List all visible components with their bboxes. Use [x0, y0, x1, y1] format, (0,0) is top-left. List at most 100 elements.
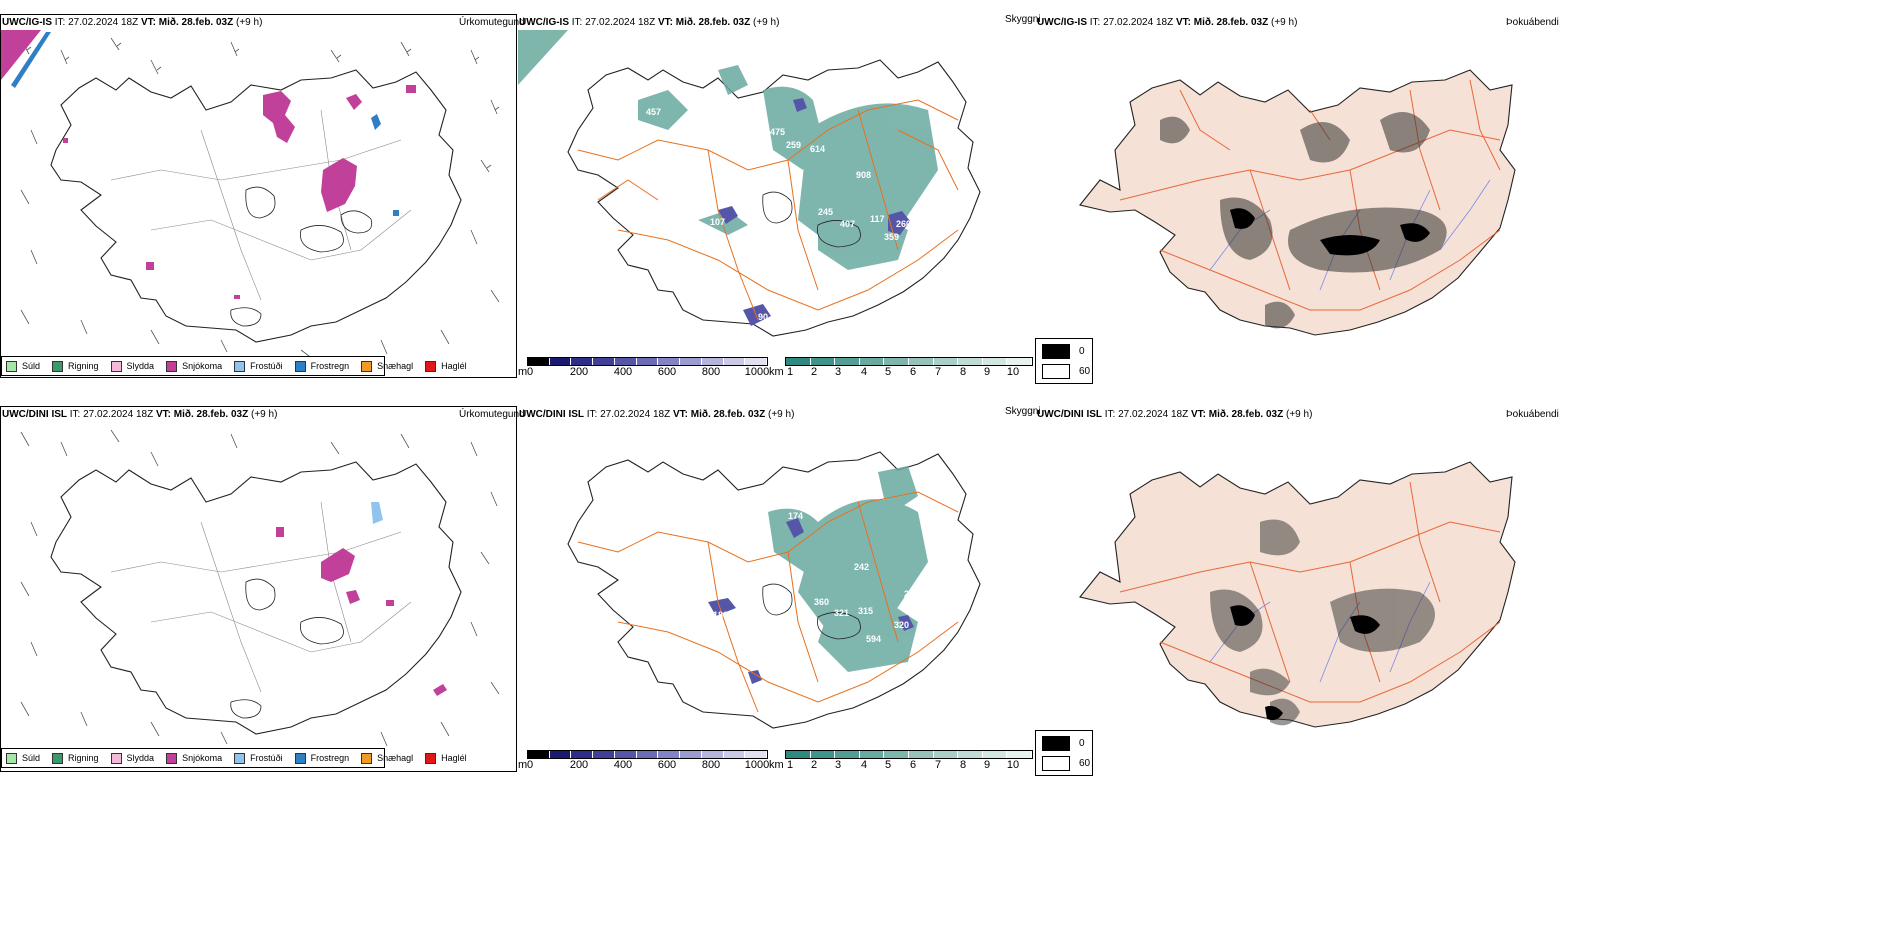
- panel-title-fog-2: Þokuábendi: [1506, 409, 1559, 420]
- svg-text:180: 180: [713, 610, 728, 620]
- legend-item: Slydda: [110, 360, 154, 372]
- snow-edge: [1, 30, 41, 80]
- svg-text:908: 908: [856, 170, 871, 180]
- panel-title-precip-type: Úrkomutegund: [459, 17, 525, 28]
- precip-type-panel-2: [0, 406, 517, 772]
- low-ceiling-areas: [718, 98, 910, 326]
- glaciers: [230, 186, 373, 327]
- legend-item: Snæhagl: [361, 752, 413, 764]
- low-ceiling-areas: [708, 518, 914, 684]
- legend-item: Rigning: [52, 752, 99, 764]
- legend-item: Frostúði: [234, 360, 283, 372]
- model-label: UWC/IG-IS: [2, 17, 52, 28]
- precip-type-map-1: [1, 30, 500, 357]
- fog-map-2: [1079, 461, 1516, 728]
- svg-text:260: 260: [896, 219, 911, 229]
- panel-header-1c: UWC/IG-IS IT: 27.02.2024 18Z VT: Mið. 28…: [1037, 17, 1298, 28]
- panel-header-1a: UWC/IG-IS IT: 27.02.2024 18Z VT: Mið. 28…: [2, 17, 262, 29]
- fog-legend-low: 60: [1042, 364, 1090, 379]
- legend-item: Haglél: [425, 360, 467, 372]
- legend-item: Snjókoma: [166, 752, 222, 764]
- precip-type-map-2: [20, 429, 500, 747]
- wind-barbs: [20, 429, 500, 747]
- panel-header-2b: UWC/DINI ISL IT: 27.02.2024 18Z VT: Mið.…: [519, 409, 795, 420]
- svg-text:107: 107: [710, 217, 725, 227]
- visibility-cells: [785, 357, 1033, 366]
- fog-map-1: [1079, 69, 1516, 336]
- ceiling-colorbar-2: 0 200 400 600 800 1000: [527, 750, 769, 771]
- lead-time: (+9 h): [236, 17, 263, 28]
- legend-item: Súld: [6, 752, 40, 764]
- svg-text:594: 594: [866, 634, 881, 644]
- svg-text:457: 457: [646, 107, 661, 117]
- ceiling-unit: m: [518, 366, 528, 378]
- svg-text:320: 320: [894, 620, 909, 630]
- iceland-outline: [567, 451, 981, 729]
- ceiling-cells: [527, 357, 768, 366]
- legend-item: Frostúði: [234, 752, 283, 764]
- panel-header-2c: UWC/DINI ISL IT: 27.02.2024 18Z VT: Mið.…: [1037, 409, 1313, 420]
- precip-legend-2: Súld Rigning Slydda Snjókoma Frostúði Fr…: [1, 748, 467, 768]
- visibility-map-2: 174 242 360 321 315 594 320 180 24 27: [567, 451, 981, 729]
- low-visibility-areas: [638, 65, 938, 270]
- legend-item: Haglél: [425, 752, 467, 764]
- svg-text:24: 24: [904, 589, 914, 599]
- svg-text:359: 359: [884, 232, 899, 242]
- panel-header-1b: UWC/IG-IS IT: 27.02.2024 18Z VT: Mið. 28…: [519, 17, 780, 28]
- legend-item: Snæhagl: [361, 360, 413, 372]
- fog-legend-1: 0 60: [1035, 338, 1093, 384]
- precip-type-panel-1: [0, 14, 517, 378]
- low-visibility-areas: [768, 466, 928, 672]
- svg-text:315: 315: [858, 606, 873, 616]
- ceiling-labels: 457 475 259 614 908 107 245 407 117 260 …: [646, 107, 925, 322]
- legend-item: Snjókoma: [166, 360, 222, 372]
- fog-legend-2: 0 60: [1035, 730, 1093, 776]
- iceland-outline: [50, 69, 462, 343]
- svg-text:174: 174: [788, 511, 803, 521]
- iceland-outline: [50, 461, 462, 735]
- svg-text:242: 242: [854, 562, 869, 572]
- dense-fog-areas: [1230, 208, 1430, 256]
- panel-title-visibility: Skyggni: [1005, 14, 1041, 25]
- svg-text:27: 27: [911, 607, 921, 617]
- visibility-ticks: 1 2 3 4 5 6 7 8 9 10: [786, 366, 1020, 378]
- legend-item: Slydda: [110, 752, 154, 764]
- svg-text:321: 321: [834, 608, 849, 618]
- svg-text:90: 90: [758, 312, 768, 322]
- legend-item: Súld: [6, 360, 40, 372]
- panel-header-2a: UWC/DINI ISL IT: 27.02.2024 18Z VT: Mið.…: [2, 409, 278, 420]
- svg-text:475: 475: [770, 127, 785, 137]
- svg-text:245: 245: [818, 207, 833, 217]
- svg-text:208: 208: [910, 215, 925, 225]
- ceiling-labels: 174 242 360 321 315 594 320 180 24 27: [713, 511, 921, 644]
- freezing-drizzle-patches: [371, 502, 383, 524]
- snow-patches: [63, 85, 416, 299]
- ceiling-ticks: 0 200 400 600 800 1000: [526, 366, 770, 378]
- ceiling-colorbar-1: 0 200 400 600 800 1000: [526, 357, 770, 378]
- vt-label: VT:: [140, 17, 156, 28]
- iceland-outline: [1079, 461, 1516, 728]
- ceiling-unit-2: m: [518, 759, 528, 771]
- visibility-map-1: 457 475 259 614 908 107 245 407 117 260 …: [518, 30, 981, 337]
- freezing-rain-edge: [11, 32, 51, 88]
- visibility-unit: km: [769, 366, 784, 378]
- precip-legend-1: Súld Rigning Slydda Snjókoma Frostúði Fr…: [1, 356, 467, 376]
- roads: [577, 491, 959, 713]
- dense-fog-areas: [1230, 605, 1380, 721]
- svg-text:117: 117: [870, 214, 885, 224]
- legend-item: Frostregn: [294, 752, 349, 764]
- panel-title-fog: Þokuábendi: [1506, 17, 1559, 28]
- svg-text:614: 614: [810, 144, 825, 154]
- roads: [110, 109, 412, 301]
- fog-legend-high: 0: [1042, 344, 1085, 359]
- legend-item: Frostregn: [294, 360, 349, 372]
- svg-text:360: 360: [814, 597, 829, 607]
- it-label: IT:: [54, 17, 66, 28]
- visibility-colorbar-1: 1 2 3 4 5 6 7 8 9 10: [785, 357, 1033, 378]
- legend-item: Rigning: [52, 360, 99, 372]
- panel-title-precip-type-2: Úrkomutegund: [459, 409, 525, 420]
- visibility-colorbar-2: 1 2 3 4 5 6 7 8 9 10: [785, 750, 1033, 771]
- svg-text:259: 259: [786, 140, 801, 150]
- visibility-unit-2: km: [769, 759, 784, 771]
- freezing-rain-patches: [371, 114, 399, 216]
